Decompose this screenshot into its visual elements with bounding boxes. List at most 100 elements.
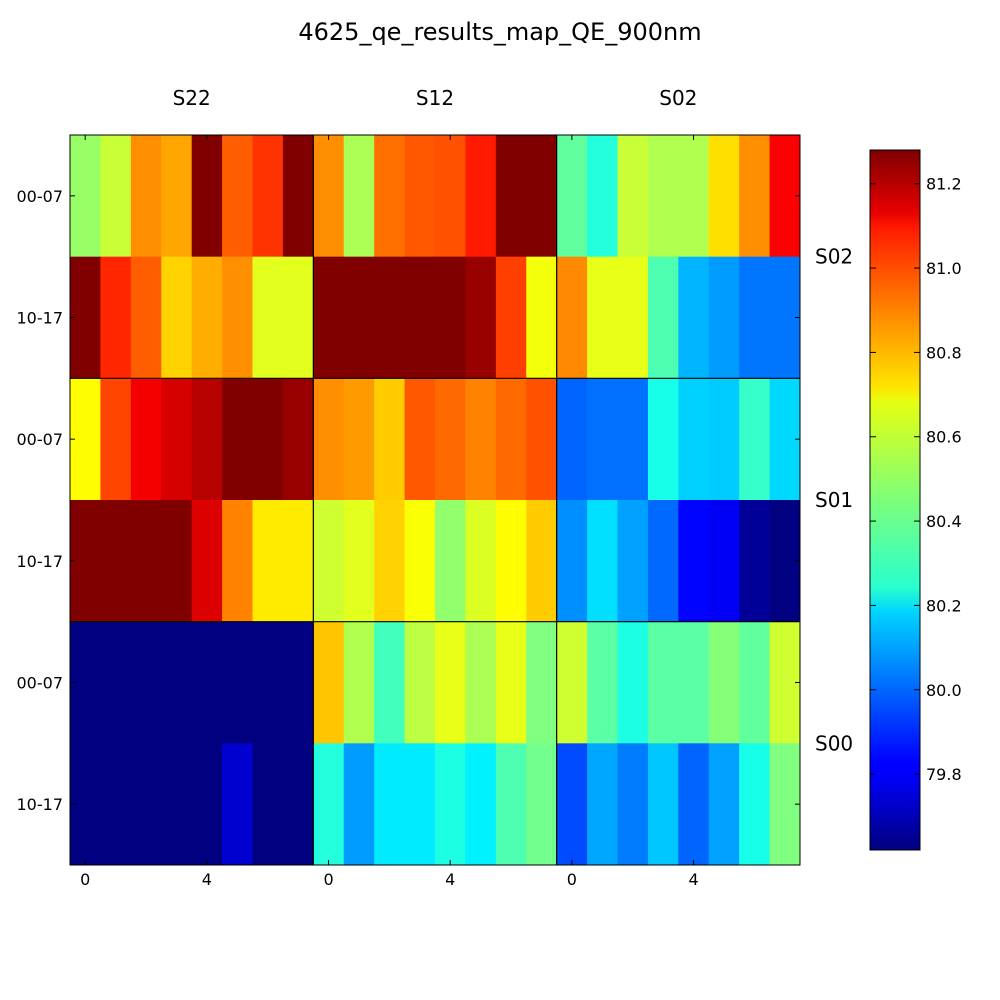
heatmap-cell: [282, 621, 314, 744]
heatmap-cell: [647, 743, 679, 866]
row-block-label: S01: [815, 488, 853, 512]
heatmap-cell: [678, 500, 710, 623]
heatmap-cell: [526, 256, 558, 379]
heatmap-cell: [252, 621, 284, 744]
x-tick-label: 0: [567, 870, 577, 889]
heatmap-cell: [191, 135, 223, 258]
heatmap-cell: [587, 621, 618, 744]
heatmap-cell: [374, 621, 406, 744]
heatmap-cell: [647, 135, 679, 258]
heatmap-cell: [617, 256, 649, 379]
colorbar-tick-label: 79.8: [926, 765, 962, 784]
heatmap-cell: [556, 621, 588, 744]
heatmap-cell: [100, 378, 132, 501]
heatmap-cell: [70, 135, 101, 258]
heatmap-cell: [100, 500, 132, 623]
heatmap-cell: [404, 500, 436, 623]
heatmap-cell: [587, 500, 618, 623]
colorbar-tick-label: 80.6: [926, 428, 962, 447]
heatmap-cell: [404, 743, 436, 866]
heatmap-cell: [495, 256, 527, 379]
heatmap-cell: [465, 743, 497, 866]
heatmap-cell: [435, 378, 466, 501]
y-tick-label: 10-17: [17, 795, 64, 814]
heatmap-cell: [617, 621, 649, 744]
heatmap-cell: [282, 500, 314, 623]
heatmap-cell: [647, 378, 679, 501]
row-block-label: S00: [815, 731, 853, 755]
heatmap-cell: [343, 500, 375, 623]
heatmap-cell: [252, 743, 284, 866]
colorbar-tick-label: 80.4: [926, 512, 962, 531]
heatmap-cell: [161, 378, 193, 501]
heatmap-cell: [526, 135, 558, 258]
heatmap-cell: [435, 500, 466, 623]
heatmap-cell: [678, 621, 710, 744]
heatmap-cell: [435, 743, 466, 866]
heatmap-cell: [739, 500, 771, 623]
heatmap-cell: [495, 378, 527, 501]
heatmap-cell: [222, 500, 253, 623]
heatmap-cell: [495, 135, 527, 258]
heatmap-cell: [617, 743, 649, 866]
heatmap-cell: [343, 135, 375, 258]
heatmap-cell: [343, 621, 375, 744]
heatmap-cell: [647, 621, 679, 744]
heatmap-cell: [191, 743, 223, 866]
heatmap-cell: [222, 378, 253, 501]
heatmap-cell: [708, 621, 740, 744]
heatmap-cell: [556, 256, 588, 379]
heatmap-cell: [587, 135, 618, 258]
heatmap-cell: [191, 500, 223, 623]
heatmap-cell: [404, 135, 436, 258]
heatmap-cell: [526, 621, 558, 744]
heatmap-cell: [100, 135, 132, 258]
heatmap-cell: [191, 621, 223, 744]
heatmap-cell: [739, 256, 771, 379]
heatmap-cell: [282, 256, 314, 379]
heatmap-cell: [222, 256, 253, 379]
x-tick-label: 4: [445, 870, 455, 889]
heatmap-cell: [739, 378, 771, 501]
heatmap-cell: [587, 256, 618, 379]
heatmap-cell: [222, 135, 253, 258]
heatmap-cell: [130, 256, 162, 379]
heatmap-cell: [252, 500, 284, 623]
heatmap-cell: [313, 135, 345, 258]
x-tick-label: 4: [202, 870, 212, 889]
heatmap-cell: [130, 135, 162, 258]
colorbar: [869, 149, 921, 851]
heatmap-cell: [130, 621, 162, 744]
heatmap-cell: [708, 135, 740, 258]
heatmap-cell: [404, 621, 436, 744]
colorbar-tick-label: 80.8: [926, 343, 962, 362]
colorbar-tick-label: 81.2: [926, 175, 962, 194]
heatmap-cell: [282, 743, 314, 866]
heatmap-cell: [191, 378, 223, 501]
heatmap-cell: [435, 621, 466, 744]
heatmap-cell: [374, 500, 406, 623]
heatmap-cell: [708, 500, 740, 623]
heatmap-cell: [222, 621, 253, 744]
heatmap-cell: [678, 743, 710, 866]
colorbar-tick-label: 81.0: [926, 259, 962, 278]
heatmap-cell: [252, 256, 284, 379]
y-tick-label: 10-17: [17, 309, 64, 328]
y-tick-label: 00-07: [17, 674, 64, 693]
heatmap-cell: [100, 743, 132, 866]
heatmap-cell: [465, 135, 497, 258]
heatmap-cell: [313, 256, 345, 379]
column-block-label: S02: [659, 86, 697, 110]
heatmap-cell: [252, 378, 284, 501]
heatmap-cell: [739, 621, 771, 744]
heatmap-cell: [130, 500, 162, 623]
heatmap-cell: [708, 743, 740, 866]
heatmap-cell: [587, 378, 618, 501]
heatmap-cell: [495, 743, 527, 866]
heatmap-cell: [556, 743, 588, 866]
colorbar-tick-label: 80.0: [926, 681, 962, 700]
heatmap-cell: [556, 378, 588, 501]
heatmap-cell: [495, 500, 527, 623]
heatmap-cell: [191, 256, 223, 379]
